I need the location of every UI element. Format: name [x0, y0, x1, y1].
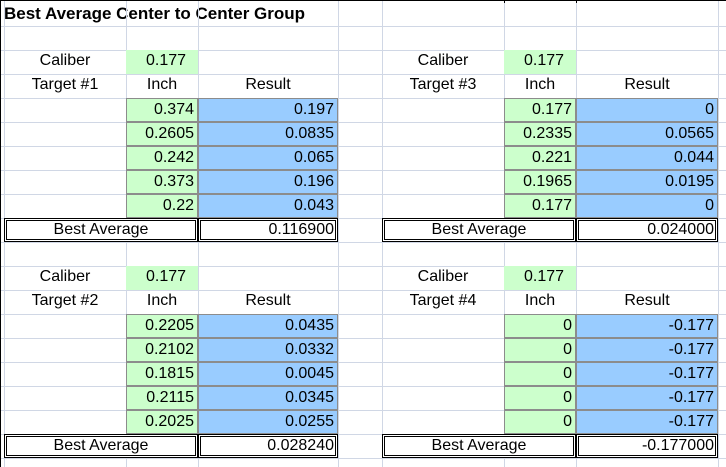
gridline-row [0, 266, 726, 267]
result-header-cell[interactable]: Result [624, 292, 670, 309]
gridline-row [0, 242, 726, 243]
inch-input-cell[interactable]: 0.2335 [504, 122, 576, 146]
inch-input-cell[interactable]: 0.177 [504, 98, 576, 122]
result-cell[interactable]: -0.177 [576, 386, 718, 410]
result-cell[interactable]: 0.0332 [198, 338, 338, 362]
gridline-row [0, 290, 726, 291]
sheet-border [576, 0, 577, 3]
gridline-row [0, 410, 726, 411]
result-header-cell[interactable]: Result [245, 292, 291, 309]
inch-input-cell[interactable]: 0.242 [126, 146, 198, 170]
inch-input-cell[interactable]: 0 [504, 314, 576, 338]
sheet-border [504, 0, 505, 3]
target-name-cell[interactable]: Target #1 [31, 76, 99, 93]
result-cell[interactable]: -0.177 [576, 314, 718, 338]
sheet-border [0, 0, 1, 467]
inch-header-cell[interactable]: Inch [146, 292, 178, 309]
caliber-label[interactable]: Caliber [39, 52, 91, 69]
inch-header-cell[interactable]: Inch [524, 292, 556, 309]
inch-input-cell[interactable]: 0.1815 [126, 362, 198, 386]
caliber-value-cell[interactable]: 0.177 [126, 50, 198, 74]
gridline-row [0, 434, 726, 435]
inch-input-cell[interactable]: 0.177 [504, 194, 576, 218]
result-header-cell[interactable]: Result [245, 76, 291, 93]
gridline-row [0, 146, 726, 147]
caliber-label[interactable]: Caliber [417, 52, 469, 69]
best-average-value[interactable]: 0.116900 [198, 218, 338, 242]
sheet-border [0, 0, 726, 1]
best-average-value[interactable]: 0.028240 [198, 434, 338, 458]
best-average-label[interactable]: Best Average [4, 434, 198, 458]
inch-input-cell[interactable]: 0.1965 [504, 170, 576, 194]
inch-input-cell[interactable]: 0.2205 [126, 314, 198, 338]
inch-input-cell[interactable]: 0 [504, 386, 576, 410]
gridline-col [338, 0, 339, 467]
caliber-label[interactable]: Caliber [417, 268, 469, 285]
result-cell[interactable]: 0.0435 [198, 314, 338, 338]
gridline-row [0, 362, 726, 363]
gridline-row [0, 338, 726, 339]
result-cell[interactable]: 0.0255 [198, 410, 338, 434]
target-name-cell[interactable]: Target #3 [409, 76, 477, 93]
inch-input-cell[interactable]: 0 [504, 362, 576, 386]
gridline-row [0, 314, 726, 315]
target-name-cell[interactable]: Target #2 [31, 292, 99, 309]
result-cell[interactable]: 0.196 [198, 170, 338, 194]
result-cell[interactable]: 0.043 [198, 194, 338, 218]
result-cell[interactable]: -0.177 [576, 338, 718, 362]
inch-input-cell[interactable]: 0 [504, 338, 576, 362]
result-cell[interactable]: 0 [576, 194, 718, 218]
best-average-value[interactable]: 0.024000 [576, 218, 718, 242]
result-cell[interactable]: 0 [576, 98, 718, 122]
gridline-row [0, 458, 726, 459]
result-cell[interactable]: 0.0345 [198, 386, 338, 410]
inch-input-cell[interactable]: 0.221 [504, 146, 576, 170]
sheet-title: Best Average Center to Center Group [4, 4, 306, 23]
inch-input-cell[interactable]: 0.22 [126, 194, 198, 218]
result-cell[interactable]: -0.177 [576, 362, 718, 386]
inch-input-cell[interactable]: 0.374 [126, 98, 198, 122]
result-cell[interactable]: 0.0045 [198, 362, 338, 386]
inch-header-cell[interactable]: Inch [524, 76, 556, 93]
gridline-row [0, 170, 726, 171]
caliber-value-cell[interactable]: 0.177 [126, 266, 198, 290]
inch-input-cell[interactable]: 0.2605 [126, 122, 198, 146]
result-header-cell[interactable]: Result [624, 76, 670, 93]
gridline-row [0, 386, 726, 387]
best-average-value[interactable]: -0.177000 [576, 434, 718, 458]
gridline-row [0, 194, 726, 195]
inch-input-cell[interactable]: 0.2102 [126, 338, 198, 362]
gridline-row [0, 50, 726, 51]
best-average-label[interactable]: Best Average [4, 218, 198, 242]
result-cell[interactable]: 0.044 [576, 146, 718, 170]
gridline-row [0, 74, 726, 75]
result-cell[interactable]: 0.197 [198, 98, 338, 122]
gridline-col [718, 0, 719, 467]
caliber-label[interactable]: Caliber [39, 268, 91, 285]
caliber-value-cell[interactable]: 0.177 [504, 50, 576, 74]
inch-input-cell[interactable]: 0.2025 [126, 410, 198, 434]
result-cell[interactable]: 0.0835 [198, 122, 338, 146]
inch-input-cell[interactable]: 0.2115 [126, 386, 198, 410]
caliber-value-cell[interactable]: 0.177 [504, 266, 576, 290]
gridline-row [0, 218, 726, 219]
gridline-row [0, 122, 726, 123]
best-average-label[interactable]: Best Average [382, 218, 576, 242]
result-cell[interactable]: -0.177 [576, 410, 718, 434]
gridline-row [0, 98, 726, 99]
target-name-cell[interactable]: Target #4 [409, 292, 477, 309]
inch-header-cell[interactable]: Inch [146, 76, 178, 93]
result-cell[interactable]: 0.0195 [576, 170, 718, 194]
inch-input-cell[interactable]: 0 [504, 410, 576, 434]
best-average-label[interactable]: Best Average [382, 434, 576, 458]
inch-input-cell[interactable]: 0.373 [126, 170, 198, 194]
result-cell[interactable]: 0.0565 [576, 122, 718, 146]
result-cell[interactable]: 0.065 [198, 146, 338, 170]
gridline-row [0, 26, 726, 27]
